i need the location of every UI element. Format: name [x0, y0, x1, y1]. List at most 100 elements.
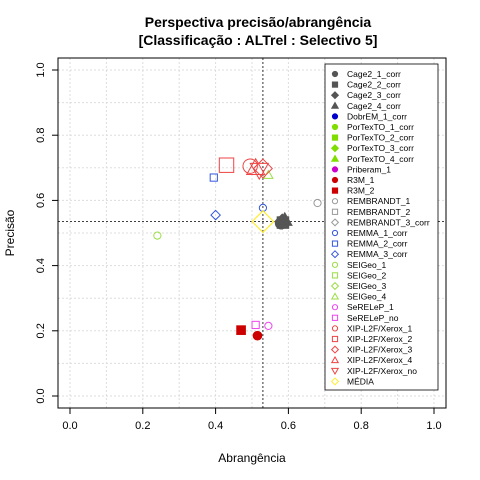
legend-label-8: PorTexTO_4_corr	[347, 154, 414, 164]
legend-label-22: SeRELeP_1	[347, 302, 394, 312]
data-point-27-0	[245, 157, 266, 176]
legend-marker-12	[331, 198, 339, 205]
legend-label-5: PorTexTO_1_corr	[347, 122, 414, 132]
legend-marker-23	[331, 314, 339, 321]
data-point-3-0	[276, 211, 293, 226]
legend-label-14: REMBRANDT_3_corr	[347, 217, 430, 227]
legend-label-13: REMBRANDT_2	[347, 207, 411, 217]
legend-label-28: XIP-L2F/Xerox_no	[347, 366, 417, 376]
legend-marker-28	[330, 367, 340, 376]
x-tick-label-1: 0.2	[135, 420, 150, 432]
y-axis-label: Precisão	[3, 209, 17, 256]
legend-label-10: R3M_1	[347, 175, 375, 185]
legend-marker-6	[331, 134, 339, 141]
grid-lines	[58, 58, 446, 408]
legend-marker-8	[330, 154, 340, 162]
data-point-28-0	[249, 162, 270, 181]
x-tick-label-2: 0.4	[208, 420, 223, 432]
legend-marker-18	[331, 261, 339, 268]
legend-marker-4	[331, 113, 339, 120]
data-point-18-0	[153, 231, 162, 240]
legend-marker-29	[330, 377, 340, 386]
y-tick-label-4: 0.8	[35, 128, 47, 143]
data-point-17-0	[210, 209, 221, 221]
legend-marker-27	[330, 355, 340, 364]
legend-label-1: Cage2_2_corr	[347, 80, 401, 90]
y-tick-label-5: 1.0	[35, 62, 47, 77]
legend-label-29: MÉDIA	[347, 376, 374, 386]
legend-label-27: XIP-L2F/Xerox_4	[347, 355, 412, 365]
legend-label-3: Cage2_4_corr	[347, 101, 401, 111]
x-axis-label: Abrangência	[218, 451, 286, 465]
legend-marker-13	[331, 208, 339, 215]
legend-label-7: PorTexTO_3_corr	[347, 143, 414, 153]
data-point-12-0	[313, 198, 322, 208]
legend-label-20: SEIGeo_3	[347, 281, 386, 291]
legend-label-4: DobrEM_1_corr	[347, 111, 407, 121]
legend-label-9: Priberam_1	[347, 164, 391, 174]
legend: Cage2_1_corrCage2_2_corrCage2_3_corrCage…	[324, 63, 439, 391]
x-tick-label-3: 0.6	[281, 420, 296, 432]
y-tick-label-2: 0.4	[35, 258, 47, 273]
legend-label-16: REMMA_2_corr	[347, 239, 408, 249]
legend-marker-17	[330, 250, 340, 259]
legend-marker-16	[331, 240, 339, 247]
legend-marker-11	[331, 187, 339, 194]
legend-box	[324, 63, 439, 391]
legend-marker-22	[331, 304, 339, 311]
legend-marker-25	[331, 335, 339, 343]
legend-marker-24	[331, 325, 339, 332]
data-points	[153, 157, 322, 341]
data-point-23-0	[251, 320, 260, 330]
data-point-26-0	[252, 158, 273, 179]
reference-lines	[58, 58, 446, 408]
chart-title: Perspectiva precisão/abrangência	[145, 14, 372, 30]
x-axis-ticks: 0.0 0.2 0.4 0.6 0.8 1.0	[62, 408, 442, 432]
legend-marker-26	[330, 345, 340, 354]
data-point-16-0	[209, 173, 218, 182]
legend-label-18: SEIGeo_1	[347, 260, 386, 270]
legend-marker-15	[331, 229, 339, 237]
legend-label-2: Cage2_3_corr	[347, 90, 401, 100]
data-point-29-0	[251, 209, 275, 234]
data-point-10-0	[252, 330, 263, 341]
legend-label-11: R3M_2	[347, 186, 375, 196]
legend-marker-20	[330, 281, 340, 291]
legend-label-26: XIP-L2F/Xerox_3	[347, 345, 412, 355]
plot-frame	[57, 57, 447, 409]
legend-marker-0	[331, 70, 339, 78]
legend-marker-14	[330, 218, 340, 227]
legend-marker-10	[331, 176, 339, 184]
legend-marker-9	[331, 166, 339, 173]
x-tick-label-4: 0.8	[354, 420, 369, 432]
legend-marker-19	[331, 272, 339, 279]
legend-label-23: SeRELeP_no	[347, 313, 399, 323]
y-axis-ticks: 0.0 0.2 0.4 0.6 0.8 1.0	[35, 62, 58, 404]
y-tick-label-0: 0.0	[35, 388, 47, 403]
legend-label-17: REMMA_3_corr	[347, 249, 408, 259]
legend-marker-5	[331, 123, 339, 131]
legend-label-12: REMBRANDT_1	[347, 196, 411, 206]
legend-marker-7	[330, 144, 340, 153]
data-point-24-0	[242, 158, 258, 174]
legend-label-15: REMMA_1_corr	[347, 228, 408, 238]
x-tick-label-5: 1.0	[426, 420, 441, 432]
legend-label-6: PorTexTO_2_corr	[347, 133, 414, 143]
x-tick-label-0: 0.0	[62, 420, 77, 432]
legend-marker-2	[330, 91, 340, 100]
legend-label-25: XIP-L2F/Xerox_2	[347, 334, 412, 344]
data-point-11-0	[236, 325, 246, 335]
legend-label-0: Cage2_1_corr	[347, 69, 401, 79]
legend-marker-3	[330, 101, 340, 109]
y-tick-label-1: 0.2	[35, 323, 47, 338]
legend-label-19: SEIGeo_2	[347, 270, 386, 280]
legend-label-24: XIP-L2F/Xerox_1	[347, 323, 412, 333]
legend-marker-1	[331, 81, 339, 88]
data-point-25-0	[218, 157, 235, 173]
y-tick-label-3: 0.6	[35, 193, 47, 208]
legend-marker-21	[330, 292, 340, 300]
legend-label-21: SEIGeo_4	[347, 292, 386, 302]
data-point-22-0	[264, 321, 273, 331]
chart-subtitle: [Classificação : ALTrel : Selectivo 5]	[139, 32, 378, 48]
